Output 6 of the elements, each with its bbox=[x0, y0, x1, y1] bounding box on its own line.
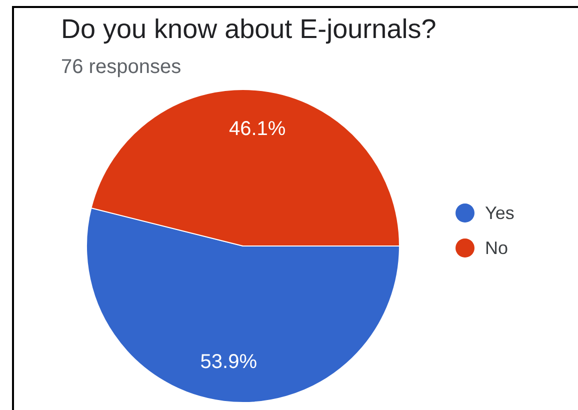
legend-label: No bbox=[485, 238, 508, 258]
chart-subtitle: 76 responses bbox=[61, 56, 182, 78]
chart-title: Do you know about E-journals? bbox=[61, 14, 436, 44]
legend-label: Yes bbox=[485, 202, 514, 223]
data-label: 53.9% bbox=[200, 351, 258, 374]
data-label: 46.1% bbox=[228, 118, 286, 140]
